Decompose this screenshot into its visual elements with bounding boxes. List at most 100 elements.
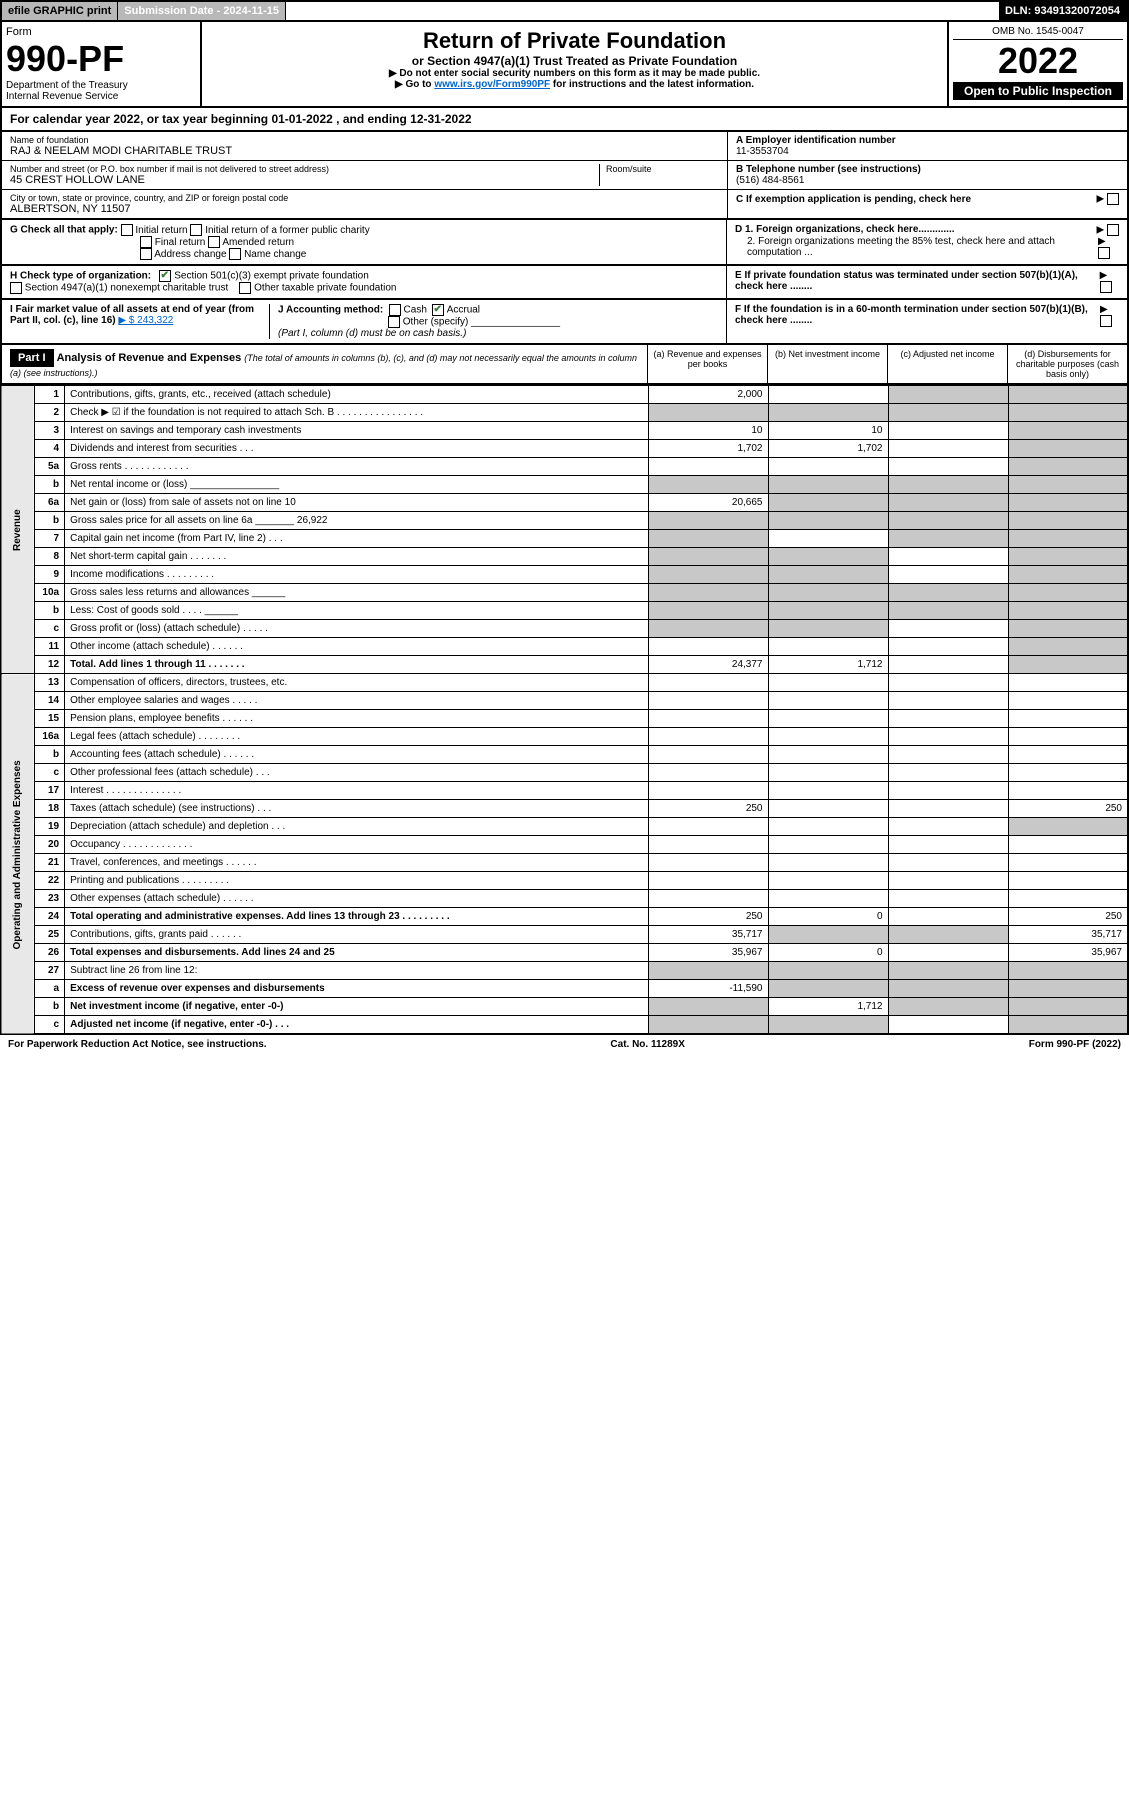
exemption-cell: C If exemption application is pending, c…: [728, 190, 1127, 208]
amount-cell: 1,712: [768, 998, 888, 1016]
amount-cell: [1008, 530, 1128, 548]
amount-cell: [888, 764, 1008, 782]
form990pf-link[interactable]: www.irs.gov/Form990PF: [434, 79, 550, 90]
line-desc: Accounting fees (attach schedule) . . . …: [65, 746, 648, 764]
line-number: 23: [35, 890, 65, 908]
amount-cell: [768, 620, 888, 638]
amount-cell: [1008, 980, 1128, 998]
c-checkbox[interactable]: [1107, 193, 1119, 205]
amount-cell: [888, 692, 1008, 710]
section-f: F If the foundation is in a 60-month ter…: [727, 300, 1127, 343]
cb-501c3[interactable]: [159, 270, 171, 282]
ein-label: A Employer identification number: [736, 135, 1119, 146]
cb-address[interactable]: [140, 248, 152, 260]
d2-label: 2. Foreign organizations meeting the 85%…: [735, 236, 1098, 259]
cb-4947[interactable]: [10, 282, 22, 294]
cb-amended[interactable]: [208, 236, 220, 248]
amount-cell: 250: [1008, 908, 1128, 926]
amount-cell: [648, 602, 768, 620]
line-number: b: [35, 476, 65, 494]
line-desc: Contributions, gifts, grants paid . . . …: [65, 926, 648, 944]
amount-cell: [648, 962, 768, 980]
d1-label: D 1. Foreign organizations, check here..…: [735, 224, 955, 236]
line-desc: Travel, conferences, and meetings . . . …: [65, 854, 648, 872]
cb-cash[interactable]: [389, 304, 401, 316]
amount-cell: [888, 872, 1008, 890]
line-desc: Gross rents . . . . . . . . . . . .: [65, 458, 648, 476]
cb-e[interactable]: [1100, 281, 1112, 293]
amount-cell: [648, 566, 768, 584]
col-a-hdr: (a) Revenue and expenses per books: [647, 345, 767, 383]
line-number: 5a: [35, 458, 65, 476]
amount-cell: [768, 890, 888, 908]
address-cell: Number and street (or P.O. box number if…: [2, 161, 727, 190]
table-row: 15Pension plans, employee benefits . . .…: [1, 710, 1128, 728]
table-row: Operating and Administrative Expenses13C…: [1, 674, 1128, 692]
line-desc: Less: Cost of goods sold . . . . ______: [65, 602, 648, 620]
section-e: E If private foundation status was termi…: [727, 266, 1127, 298]
cb-accrual[interactable]: [432, 304, 444, 316]
amount-cell: [888, 998, 1008, 1016]
line-desc: Printing and publications . . . . . . . …: [65, 872, 648, 890]
amount-cell: -11,590: [648, 980, 768, 998]
amount-cell: [1008, 728, 1128, 746]
amount-cell: [648, 998, 768, 1016]
g-address: Address change: [154, 249, 226, 260]
amount-cell: [768, 872, 888, 890]
line-desc: Gross sales less returns and allowances …: [65, 584, 648, 602]
cb-other-acct[interactable]: [388, 316, 400, 328]
amount-cell: 250: [648, 800, 768, 818]
amount-cell: [768, 530, 888, 548]
line-desc: Total expenses and disbursements. Add li…: [65, 944, 648, 962]
line-desc: Adjusted net income (if negative, enter …: [65, 1016, 648, 1035]
amount-cell: [888, 494, 1008, 512]
amount-cell: 2,000: [648, 386, 768, 404]
amount-cell: [648, 836, 768, 854]
cb-name[interactable]: [229, 248, 241, 260]
line-number: 7: [35, 530, 65, 548]
e-label: E If private foundation status was termi…: [735, 270, 1100, 293]
cb-initial-former[interactable]: [190, 224, 202, 236]
amount-cell: [888, 440, 1008, 458]
amount-cell: 0: [768, 908, 888, 926]
cb-d1[interactable]: [1107, 224, 1119, 236]
col-c-hdr: (c) Adjusted net income: [887, 345, 1007, 383]
amount-cell: [648, 854, 768, 872]
line-number: 6a: [35, 494, 65, 512]
line-desc: Check ▶ ☑ if the foundation is not requi…: [65, 404, 648, 422]
section-d: D 1. Foreign organizations, check here..…: [727, 220, 1127, 264]
cb-f[interactable]: [1100, 315, 1112, 327]
amount-cell: [768, 386, 888, 404]
line-desc: Legal fees (attach schedule) . . . . . .…: [65, 728, 648, 746]
j-cash: Cash: [404, 305, 427, 316]
amount-cell: [648, 818, 768, 836]
line-number: 2: [35, 404, 65, 422]
amount-cell: [648, 728, 768, 746]
table-row: bLess: Cost of goods sold . . . . ______: [1, 602, 1128, 620]
table-row: 5aGross rents . . . . . . . . . . . .: [1, 458, 1128, 476]
line-number: 4: [35, 440, 65, 458]
amount-cell: [1008, 656, 1128, 674]
amount-cell: [768, 566, 888, 584]
part1-badge: Part I: [10, 349, 54, 367]
amount-cell: [888, 512, 1008, 530]
amount-cell: [1008, 512, 1128, 530]
line-desc: Subtract line 26 from line 12:: [65, 962, 648, 980]
line-desc: Net gain or (loss) from sale of assets n…: [65, 494, 648, 512]
amount-cell: [768, 674, 888, 692]
cb-final[interactable]: [140, 236, 152, 248]
cb-other-tax[interactable]: [239, 282, 251, 294]
line-number: 21: [35, 854, 65, 872]
table-row: 8Net short-term capital gain . . . . . .…: [1, 548, 1128, 566]
table-row: 3Interest on savings and temporary cash …: [1, 422, 1128, 440]
amount-cell: [768, 836, 888, 854]
amount-cell: [768, 548, 888, 566]
part1-table: Revenue1Contributions, gifts, grants, et…: [0, 385, 1129, 1035]
amount-cell: [888, 800, 1008, 818]
expenses-side-label: Operating and Administrative Expenses: [1, 674, 35, 1035]
amount-cell: [648, 764, 768, 782]
cb-initial[interactable]: [121, 224, 133, 236]
cb-d2[interactable]: [1098, 247, 1110, 259]
foundation-name-cell: Name of foundation RAJ & NEELAM MODI CHA…: [2, 132, 727, 161]
amount-cell: [648, 1016, 768, 1035]
